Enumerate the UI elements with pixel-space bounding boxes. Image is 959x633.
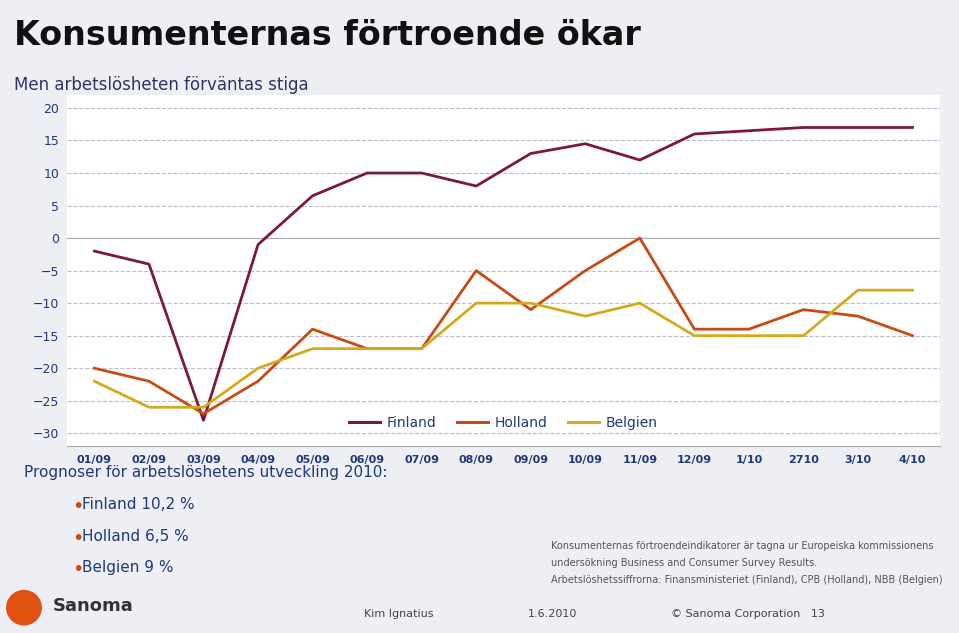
Circle shape (7, 591, 41, 625)
Text: Belgien 9 %: Belgien 9 % (82, 560, 173, 575)
Text: •: • (72, 529, 83, 548)
Text: •: • (72, 497, 83, 516)
Text: Konsumenternas förtroendeindikatorer är tagna ur Europeiska kommissionens: Konsumenternas förtroendeindikatorer är … (551, 541, 934, 551)
Text: © Sanoma Corporation   13: © Sanoma Corporation 13 (671, 609, 825, 619)
Text: Konsumenternas förtroende ökar: Konsumenternas förtroende ökar (14, 19, 642, 52)
Text: Kim Ignatius: Kim Ignatius (364, 609, 433, 619)
Text: Finland 10,2 %: Finland 10,2 % (82, 497, 194, 512)
Text: Holland 6,5 %: Holland 6,5 % (82, 529, 188, 544)
Text: •: • (72, 560, 83, 579)
Text: Men arbetslösheten förväntas stiga: Men arbetslösheten förväntas stiga (14, 76, 309, 94)
Text: undersökning Business and Consumer Survey Results.: undersökning Business and Consumer Surve… (551, 558, 818, 568)
Text: Prognoser för arbetslöshetens utveckling 2010:: Prognoser för arbetslöshetens utveckling… (24, 465, 387, 480)
Text: Sanoma: Sanoma (53, 598, 133, 615)
Legend: Finland, Holland, Belgien: Finland, Holland, Belgien (343, 411, 664, 436)
Text: S: S (17, 598, 31, 617)
Text: Arbetslöshetssiffrorna: Finansministeriet (Finland), CPB (Holland), NBB (Belgien: Arbetslöshetssiffrorna: Finansministerie… (551, 575, 943, 585)
Text: 1.6.2010: 1.6.2010 (527, 609, 576, 619)
